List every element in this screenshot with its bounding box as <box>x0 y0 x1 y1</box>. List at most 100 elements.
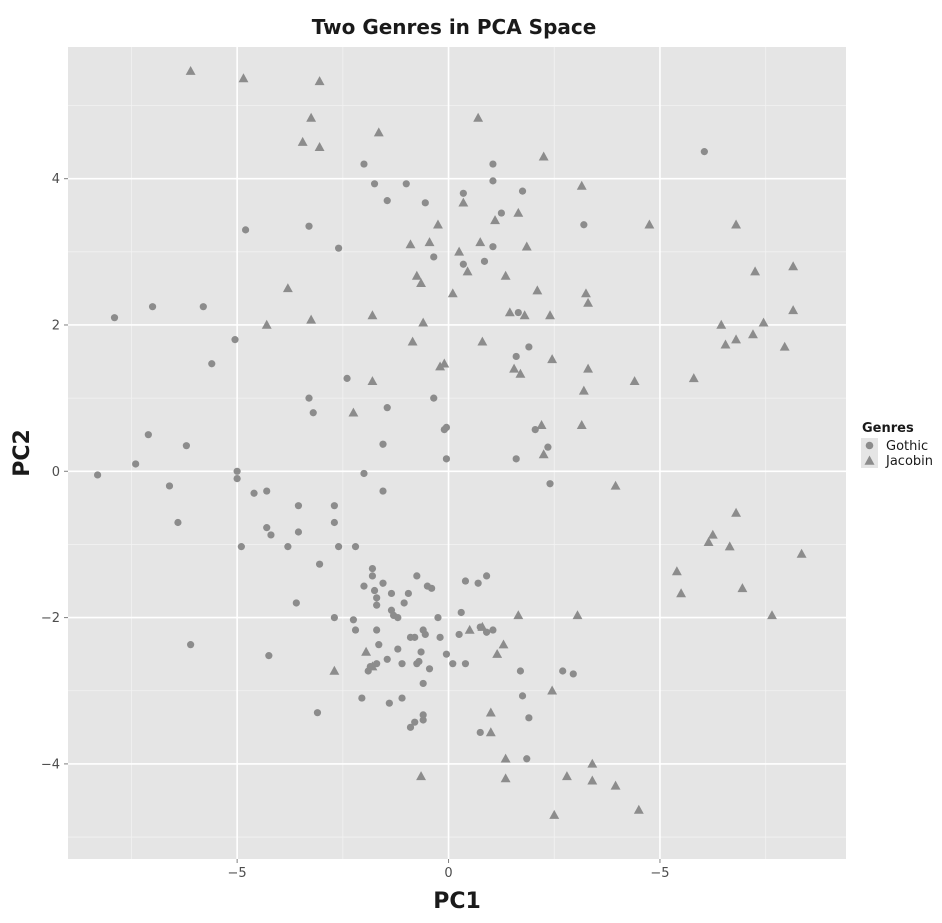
point-jacobin <box>748 329 758 339</box>
point-gothic <box>411 633 419 641</box>
point-gothic <box>182 442 190 450</box>
point-gothic <box>518 187 527 195</box>
point-jacobin <box>610 480 621 490</box>
point-jacobin <box>473 112 484 122</box>
point-gothic <box>430 253 438 261</box>
point-gothic <box>421 199 429 207</box>
point-gothic <box>294 502 303 510</box>
point-gothic <box>421 630 429 639</box>
point-jacobin <box>306 314 317 324</box>
point-jacobin <box>373 127 384 137</box>
x-axis-title: PC1 <box>433 889 481 914</box>
point-gothic <box>402 180 410 188</box>
point-jacobin <box>731 219 742 229</box>
point-gothic <box>132 460 140 468</box>
point-jacobin <box>731 507 742 517</box>
point-jacobin <box>498 639 509 649</box>
point-jacobin <box>477 621 488 631</box>
point-gothic <box>518 692 527 700</box>
point-gothic <box>360 160 368 168</box>
point-jacobin <box>306 112 317 122</box>
point-gothic <box>383 655 391 663</box>
point-gothic <box>419 716 427 724</box>
point-gothic <box>430 394 438 402</box>
point-gothic <box>373 626 381 634</box>
legend: Genres Gothic Jacobin <box>861 421 933 469</box>
point-jacobin <box>329 665 340 675</box>
point-jacobin <box>629 376 640 386</box>
point-jacobin <box>536 420 547 429</box>
point-jacobin <box>500 773 511 783</box>
point-jacobin <box>583 297 594 307</box>
point-jacobin <box>724 541 735 551</box>
chart-title: Two Genres in PCA Space <box>312 15 597 39</box>
point-gothic <box>379 487 387 495</box>
point-gothic <box>294 528 303 536</box>
point-gothic <box>489 160 497 168</box>
point-jacobin <box>547 685 558 695</box>
point-gothic <box>187 641 195 649</box>
point-jacobin <box>348 407 359 417</box>
point-gothic <box>379 440 387 448</box>
point-gothic <box>387 589 396 598</box>
point-jacobin <box>367 376 378 386</box>
point-gothic <box>370 586 379 595</box>
point-gothic <box>110 314 119 322</box>
point-gothic <box>360 469 368 478</box>
series-jacobin <box>185 65 807 819</box>
point-gothic <box>144 431 152 439</box>
point-jacobin <box>500 753 511 763</box>
point-gothic <box>208 360 216 368</box>
legend-circle-icon <box>865 441 874 450</box>
point-gothic <box>233 475 241 483</box>
point-gothic <box>413 572 421 580</box>
point-jacobin <box>500 270 511 280</box>
point-gothic <box>305 222 313 230</box>
point-gothic <box>476 728 484 737</box>
point-gothic <box>263 487 271 495</box>
y-tick-label: 2 <box>52 318 60 333</box>
point-gothic <box>580 221 588 229</box>
point-jacobin <box>515 368 526 378</box>
point-gothic <box>237 543 245 551</box>
y-tick-label: −2 <box>41 611 60 626</box>
point-gothic <box>411 718 419 726</box>
point-jacobin <box>538 449 549 459</box>
point-jacobin <box>796 548 807 558</box>
point-gothic <box>199 303 207 311</box>
point-jacobin <box>521 241 532 251</box>
point-gothic <box>379 579 387 587</box>
point-jacobin <box>758 317 769 327</box>
data-points <box>93 65 807 819</box>
point-gothic <box>415 657 423 666</box>
point-jacobin <box>509 363 520 373</box>
point-jacobin <box>720 339 731 349</box>
point-jacobin <box>513 610 524 620</box>
point-gothic <box>400 599 408 607</box>
point-gothic <box>474 579 482 587</box>
point-gothic <box>330 502 338 510</box>
point-jacobin <box>576 420 587 429</box>
point-gothic <box>385 699 393 707</box>
point-gothic <box>404 589 412 598</box>
point-gothic <box>373 594 381 602</box>
point-gothic <box>241 226 250 234</box>
point-jacobin <box>578 385 589 395</box>
point-gothic <box>544 443 552 451</box>
point-gothic <box>370 180 379 188</box>
point-jacobin <box>416 278 426 288</box>
point-gothic <box>700 148 708 156</box>
point-gothic <box>335 244 343 252</box>
point-gothic <box>383 197 391 205</box>
point-gothic <box>373 660 381 668</box>
point-jacobin <box>435 361 446 371</box>
point-gothic <box>559 667 567 675</box>
legend-title: Genres <box>862 421 914 436</box>
point-gothic <box>335 543 343 551</box>
point-gothic <box>174 518 182 527</box>
point-gothic <box>305 394 313 402</box>
point-gothic <box>351 543 360 551</box>
x-tick-label: −5 <box>228 866 247 881</box>
y-axis-title: PC2 <box>10 429 35 477</box>
